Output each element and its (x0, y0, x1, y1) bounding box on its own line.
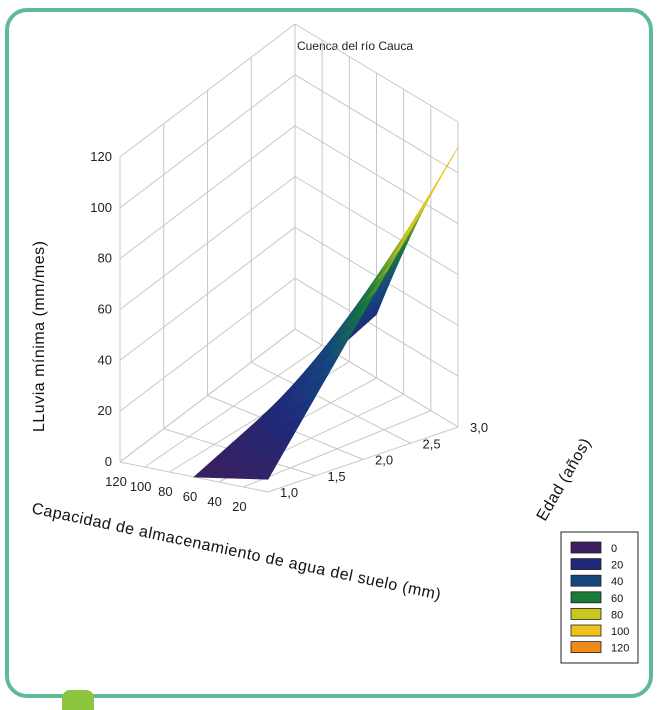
z-tick-label: 40 (98, 352, 112, 367)
z-tick-label: 60 (98, 302, 112, 317)
x-tick-label: 100 (130, 479, 152, 494)
x-tick-label: 60 (183, 489, 197, 504)
x-axis-label: Capacidad de almacenamiento de agua del … (30, 500, 443, 604)
card-frame (5, 8, 653, 698)
legend-label: 100 (611, 626, 629, 638)
z-tick-label: 80 (98, 251, 112, 266)
x-tick-label: 80 (158, 484, 172, 499)
z-tick-label: 20 (98, 403, 112, 418)
legend-swatch (570, 558, 602, 570)
legend-swatch (570, 608, 602, 620)
z-axis-label: LLuvia mínima (mm/mes) (31, 241, 48, 432)
chart-grid (119, 23, 459, 493)
legend-label: 80 (611, 609, 623, 621)
y-axis-label: Edad (años) (534, 435, 595, 524)
z-tick-label: 100 (90, 200, 112, 215)
y-tick-label: 1,5 (328, 469, 346, 484)
legend-label: 20 (611, 560, 623, 572)
z-tick-label: 120 (90, 149, 112, 164)
color-legend: 0 20 40 60 80 100 120 (560, 531, 639, 664)
card-tab (62, 690, 94, 710)
legend-swatch (570, 574, 602, 587)
surface-patch (264, 458, 281, 480)
y-tick-label: 2,0 (375, 453, 393, 468)
x-tick-label: 20 (232, 499, 246, 514)
legend-label: 0 (611, 543, 617, 555)
chart-title: Cuenca del río Cauca (297, 39, 413, 53)
legend-swatch (570, 541, 602, 554)
x-tick-label: 120 (105, 474, 127, 489)
legend-label: 60 (611, 593, 623, 605)
legend-swatch (570, 591, 602, 604)
grid-line (251, 361, 411, 444)
z-tick-label: 0 (105, 454, 112, 469)
x-tick-label: 40 (207, 494, 221, 509)
surface-patch (430, 168, 447, 194)
surface-plot (193, 147, 459, 480)
grid-line (294, 328, 459, 428)
legend-swatch (570, 624, 602, 637)
surface-patch (406, 209, 423, 235)
legend-label: 120 (611, 643, 629, 655)
legend-label: 40 (611, 576, 623, 588)
y-tick-label: 3,0 (470, 420, 488, 435)
y-tick-label: 2,5 (423, 436, 441, 451)
y-tick-label: 1,0 (280, 485, 298, 500)
legend-swatch (570, 641, 602, 653)
